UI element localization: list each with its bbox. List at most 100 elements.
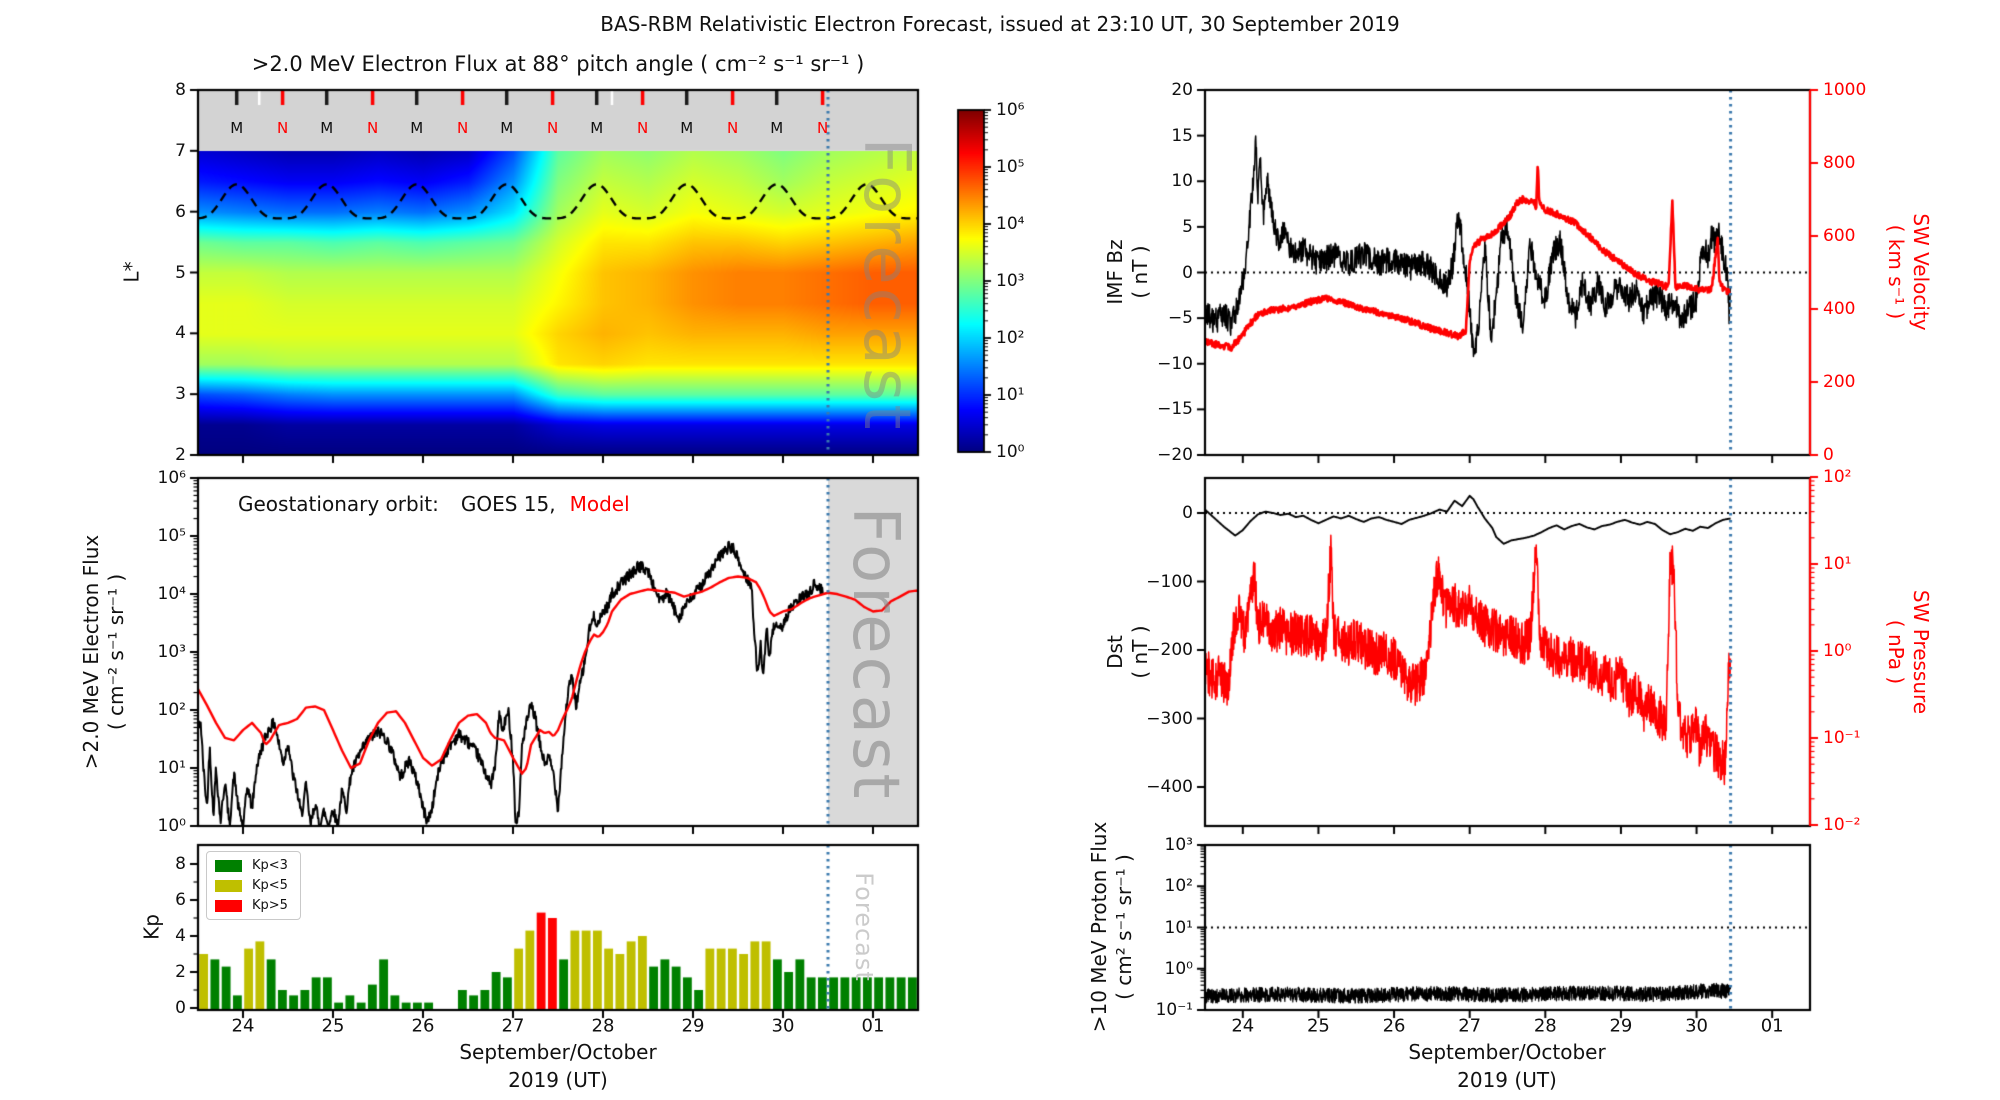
tick-label: 10¹ bbox=[1823, 554, 1852, 574]
tick-label: 10⁰ bbox=[1823, 641, 1852, 661]
tick-label: 25 bbox=[321, 1015, 345, 1037]
tick-label: −100 bbox=[1146, 571, 1193, 592]
tick-label: 10² bbox=[1823, 467, 1852, 487]
tick-label: −200 bbox=[1146, 640, 1193, 660]
tick-label: 25 bbox=[1306, 1015, 1330, 1037]
tick-label: 10¹ bbox=[1164, 917, 1193, 938]
tick-label: 0 bbox=[175, 998, 186, 1018]
tick-label: 800 bbox=[1823, 153, 1856, 173]
tick-label: 30 bbox=[1685, 1015, 1709, 1037]
tick-label: 01 bbox=[1760, 1015, 1784, 1037]
kp-legend: Kp<3 Kp<5 Kp>5 bbox=[206, 851, 301, 920]
tick-label: 6 bbox=[175, 201, 186, 222]
xaxis-label-right: September/October 2019 (UT) bbox=[1408, 1040, 1606, 1092]
tick-label: 29 bbox=[681, 1015, 705, 1037]
tick-label: M bbox=[770, 119, 784, 137]
tick-label: 4 bbox=[175, 323, 186, 344]
tick-label: 0 bbox=[1823, 445, 1834, 465]
tick-label: 29 bbox=[1609, 1015, 1633, 1037]
tick-label: −20 bbox=[1157, 445, 1193, 465]
tick-label: 10⁴ bbox=[996, 214, 1025, 234]
tick-label: 10² bbox=[1164, 876, 1193, 897]
tick-label: 0 bbox=[1182, 262, 1193, 283]
tick-label: 10² bbox=[996, 328, 1025, 348]
tick-label: 01 bbox=[861, 1015, 885, 1037]
tick-label: 28 bbox=[1533, 1015, 1557, 1037]
tick-label: 24 bbox=[1231, 1015, 1255, 1037]
tick-label: 7 bbox=[175, 140, 186, 161]
tick-label: −400 bbox=[1146, 777, 1193, 797]
tick-label: 8 bbox=[175, 80, 186, 100]
tick-label: −15 bbox=[1157, 399, 1193, 420]
tick-label: −10 bbox=[1157, 353, 1193, 374]
tick-label: 2 bbox=[175, 445, 186, 465]
tick-label: 200 bbox=[1823, 372, 1856, 392]
geo-header-observation: GOES 15, bbox=[460, 492, 556, 516]
tick-label: M bbox=[230, 119, 244, 137]
tick-label: 10⁶ bbox=[996, 100, 1025, 120]
geo-header-prefix: Geostationary orbit: bbox=[238, 492, 439, 516]
tick-label: 10¹ bbox=[996, 385, 1025, 405]
tick-label: N bbox=[456, 119, 469, 137]
kp-legend-item-mid: Kp<5 bbox=[215, 878, 288, 893]
tick-label: 10⁰ bbox=[1164, 958, 1193, 979]
tick-label: 28 bbox=[591, 1015, 615, 1037]
tick-label: 10 bbox=[1171, 171, 1193, 192]
kp-ylabel: Kp bbox=[139, 914, 164, 940]
tick-label: M bbox=[590, 119, 604, 137]
tick-label: 20 bbox=[1171, 80, 1193, 100]
kp-legend-item-high: Kp>5 bbox=[215, 898, 288, 913]
tick-label: 10⁴ bbox=[157, 584, 186, 604]
tick-label: 10⁶ bbox=[157, 468, 186, 488]
sw-velocity-ylabel: SW Velocity ( km s⁻¹ ) bbox=[1884, 213, 1933, 331]
tick-label: 4 bbox=[175, 926, 186, 946]
tick-label: −300 bbox=[1146, 708, 1193, 729]
tick-label: 3 bbox=[175, 384, 186, 405]
tick-label: M bbox=[410, 119, 424, 137]
tick-label: 10³ bbox=[1164, 835, 1193, 855]
tick-label: 6 bbox=[175, 890, 186, 910]
heatmap-ylabel: L* bbox=[119, 261, 144, 283]
tick-label: 27 bbox=[1458, 1015, 1482, 1037]
tick-label: 10⁻¹ bbox=[1155, 1000, 1193, 1020]
tick-label: N bbox=[816, 119, 829, 137]
tick-label: 10⁰ bbox=[996, 442, 1025, 462]
tick-label: N bbox=[366, 119, 379, 137]
tick-label: N bbox=[546, 119, 559, 137]
electron-flux-ylabel: >2.0 MeV Electron Flux ( cm⁻² s⁻¹ sr⁻¹ ) bbox=[79, 534, 128, 770]
tick-label: M bbox=[680, 119, 694, 137]
tick-label: 5 bbox=[175, 262, 186, 283]
tick-label: 10⁵ bbox=[157, 526, 186, 546]
tick-label: 15 bbox=[1171, 125, 1193, 146]
tick-label: 2 bbox=[175, 962, 186, 982]
geo-header-model: Model bbox=[569, 492, 630, 516]
tick-label: N bbox=[276, 119, 289, 137]
tick-label: 26 bbox=[411, 1015, 435, 1037]
tick-label: 8 bbox=[175, 854, 186, 874]
tick-label: 24 bbox=[231, 1015, 255, 1037]
tick-label: 27 bbox=[501, 1015, 525, 1037]
tick-label: 30 bbox=[771, 1015, 795, 1037]
tick-label: 400 bbox=[1823, 299, 1856, 319]
kp-low-swatch bbox=[215, 859, 242, 872]
tick-label: 5 bbox=[1182, 216, 1193, 237]
tick-label: 10² bbox=[157, 700, 186, 720]
kp-high-swatch bbox=[215, 899, 242, 912]
tick-label: 10⁻¹ bbox=[1823, 728, 1861, 748]
tick-label: N bbox=[726, 119, 739, 137]
tick-label: 1000 bbox=[1823, 80, 1867, 100]
kp-legend-item-low: Kp<3 bbox=[215, 858, 288, 873]
tick-label: 26 bbox=[1382, 1015, 1406, 1037]
sw-pressure-ylabel: SW Pressure ( nPa ) bbox=[1884, 589, 1933, 715]
kp-mid-swatch bbox=[215, 879, 242, 892]
tick-label: N bbox=[636, 119, 649, 137]
proton-flux-ylabel: >10 MeV Proton Flux ( cm² s⁻¹ sr⁻¹ ) bbox=[1087, 821, 1136, 1033]
tick-label: 0 bbox=[1182, 503, 1193, 523]
geo-orbit-header: Geostationary orbit: GOES 15, Model bbox=[238, 492, 630, 516]
tick-label: 10³ bbox=[157, 642, 186, 662]
tick-label: −5 bbox=[1167, 308, 1193, 329]
tick-label: 10⁻² bbox=[1823, 815, 1861, 835]
tick-label: 10⁰ bbox=[157, 816, 186, 836]
